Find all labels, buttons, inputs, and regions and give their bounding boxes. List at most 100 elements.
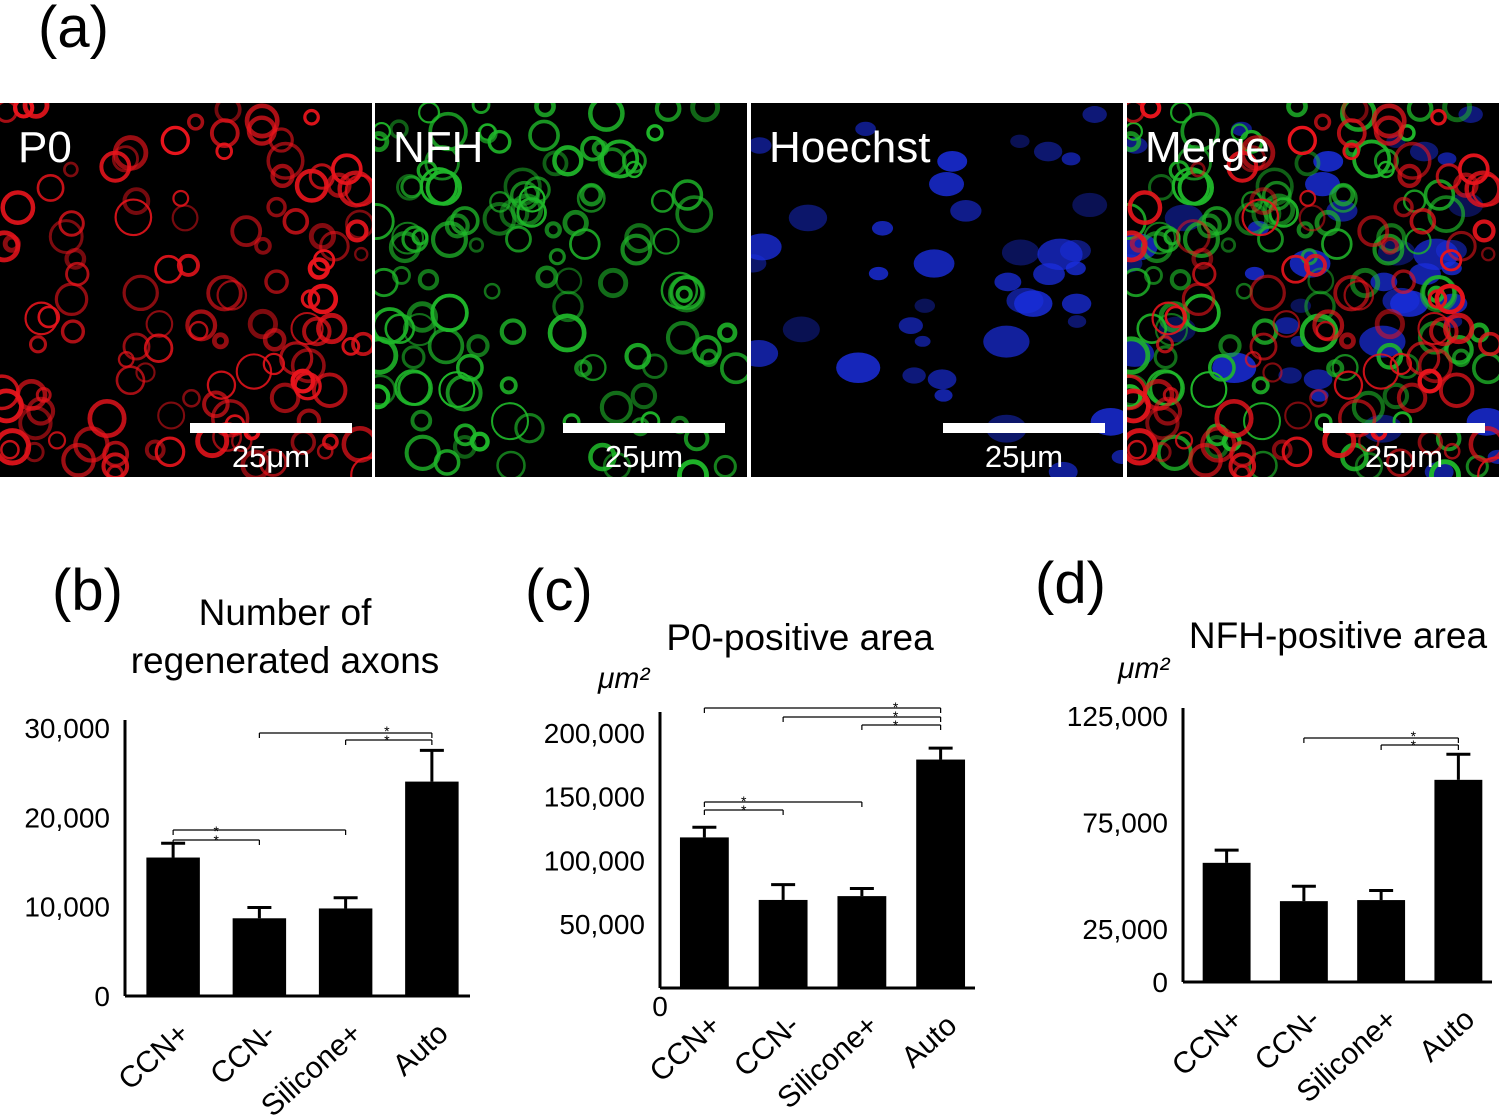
y-unit-label: μm² — [597, 662, 650, 695]
cell-ring — [1342, 142, 1361, 161]
cell-ring — [254, 237, 272, 255]
cell-ring — [1417, 368, 1443, 394]
cell-ring — [1389, 352, 1413, 376]
bar — [232, 918, 287, 996]
cell-ring — [1430, 108, 1447, 126]
nucleus-blob — [929, 172, 965, 197]
cell-ring — [579, 182, 604, 207]
cell-ring — [1145, 405, 1180, 441]
bar — [318, 908, 373, 996]
nucleus-blob — [1061, 152, 1081, 166]
cell-ring — [1333, 370, 1364, 400]
nucleus-blob — [1067, 315, 1087, 328]
nucleus-blob — [950, 200, 982, 222]
cell-ring — [433, 449, 461, 476]
cell-ring — [1464, 170, 1499, 208]
cell-ring — [514, 412, 545, 444]
cell-ring — [106, 464, 124, 477]
cell-ring — [410, 409, 433, 432]
panel-label: (b) — [52, 558, 123, 623]
nucleus-blob — [898, 317, 923, 334]
cell-ring — [675, 285, 693, 303]
nucleus-blob — [914, 335, 931, 347]
cell-ring — [1313, 113, 1332, 131]
micrograph-row: P0 25μm NFH 25μm Hoechst 25μm Merge 25μm — [0, 103, 1499, 477]
cell-ring — [1271, 439, 1293, 461]
micrograph-hoechst-image — [751, 106, 1123, 477]
cell-ring — [1238, 145, 1266, 173]
nucleus-blob — [1033, 263, 1065, 286]
cell-ring — [1202, 206, 1232, 236]
cell-ring — [337, 170, 372, 208]
cell-ring — [266, 196, 287, 218]
cell-ring — [240, 449, 272, 477]
cell-ring — [1190, 161, 1206, 178]
cell-ring — [1127, 131, 1142, 153]
cell-ring — [1127, 374, 1147, 411]
cell-ring — [1127, 336, 1151, 375]
significance-star: * — [214, 832, 220, 848]
cell-ring — [37, 305, 61, 329]
cell-ring — [209, 118, 240, 149]
y-tick-label: 20,000 — [24, 802, 110, 833]
y-unit-label: μm² — [1117, 652, 1170, 685]
cell-ring — [402, 313, 436, 347]
scale-text-merge: 25μm — [1364, 439, 1444, 474]
cell-ring — [0, 388, 24, 424]
cell-ring — [1220, 237, 1237, 253]
cell-ring — [1391, 269, 1416, 294]
bar — [1357, 900, 1406, 982]
cell-ring — [1129, 234, 1148, 253]
cell-ring — [1127, 388, 1151, 424]
cell-ring — [675, 195, 714, 233]
cell-ring — [60, 319, 86, 344]
nucleus-blob — [1111, 449, 1123, 464]
cell-ring — [36, 174, 65, 202]
nucleus-blob — [1061, 293, 1092, 314]
cell-ring — [235, 353, 273, 390]
cell-ring — [1385, 448, 1415, 477]
nucleus-blob — [1437, 152, 1457, 166]
cell-ring — [1451, 348, 1471, 368]
y-tick-label: 75,000 — [1082, 807, 1168, 838]
cell-ring — [1381, 237, 1399, 255]
cell-ring — [1315, 320, 1336, 341]
cell-ring — [1443, 312, 1475, 345]
cell-ring — [1393, 141, 1432, 180]
nucleus-blob — [1059, 239, 1091, 262]
cell-ring — [210, 399, 250, 438]
cell-ring — [0, 374, 20, 411]
cell-ring — [646, 124, 664, 142]
stain-label-merge: Merge — [1145, 123, 1270, 172]
cell-ring — [1478, 331, 1499, 357]
cell-ring — [417, 103, 441, 124]
y-tick-label: 0 — [652, 991, 668, 1022]
cell-ring — [455, 353, 484, 382]
cell-ring — [65, 261, 90, 287]
cell-ring — [1169, 269, 1192, 291]
cell-ring — [1453, 172, 1479, 198]
significance-star: * — [741, 802, 747, 818]
cell-ring — [523, 176, 551, 204]
cell-ring — [1243, 402, 1282, 441]
cell-ring — [202, 390, 230, 419]
cell-ring — [477, 123, 498, 144]
cell-ring — [624, 342, 652, 370]
cell-ring — [579, 353, 607, 382]
chart-b: (b) Number of regenerated axons 0 10,000 20,0… — [24, 558, 470, 1120]
cell-ring — [416, 160, 438, 182]
cell-ring — [1429, 316, 1459, 347]
cell-ring — [1339, 332, 1356, 350]
cell-ring — [114, 198, 153, 237]
x-tick-label: CCN- — [204, 1017, 282, 1092]
cell-ring — [1151, 301, 1186, 336]
cell-ring — [375, 384, 391, 410]
nucleus-blob — [994, 272, 1022, 292]
cell-ring — [1284, 401, 1313, 430]
cell-ring — [1153, 345, 1178, 370]
cell-ring — [1382, 382, 1410, 410]
cell-ring — [1188, 442, 1223, 477]
cell-ring — [1214, 398, 1254, 439]
significance-star: * — [741, 793, 747, 809]
cell-ring — [1393, 196, 1414, 218]
